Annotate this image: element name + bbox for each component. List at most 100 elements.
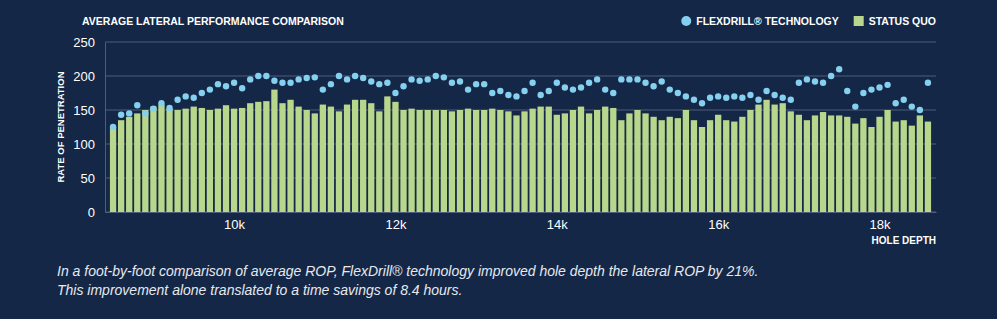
grid-line	[105, 42, 936, 43]
legend-swatch	[854, 16, 864, 26]
x-tick: 16k	[708, 212, 729, 232]
point	[763, 88, 769, 94]
point	[223, 83, 229, 89]
point	[699, 100, 705, 106]
point	[562, 84, 568, 90]
point	[917, 107, 923, 113]
point	[683, 93, 689, 99]
bar	[384, 96, 390, 212]
bar	[546, 107, 552, 212]
point	[513, 93, 519, 99]
bar	[513, 115, 519, 212]
bar	[134, 113, 140, 212]
point	[876, 84, 882, 90]
bar	[425, 110, 431, 212]
point	[473, 81, 479, 87]
point	[634, 76, 640, 82]
bar	[763, 100, 769, 212]
bar	[739, 117, 745, 212]
point	[755, 97, 761, 103]
point	[892, 100, 898, 106]
title: AVERAGE LATERAL PERFORMANCE COMPARISON	[82, 15, 344, 27]
point	[731, 93, 737, 99]
y-axis-title: RATE OF PENETRATION	[55, 71, 66, 182]
bar	[780, 103, 786, 212]
point	[344, 76, 350, 82]
point	[658, 78, 664, 84]
y-tick: 0	[88, 205, 105, 220]
grid-line	[105, 178, 936, 179]
point	[610, 90, 616, 96]
legend-swatch	[681, 16, 691, 26]
bar	[521, 111, 527, 212]
point	[554, 80, 560, 86]
point	[303, 75, 309, 81]
x-tick-label: 14k	[547, 217, 568, 232]
bar	[328, 107, 334, 212]
bar	[650, 117, 656, 212]
bar	[497, 110, 503, 212]
point	[199, 90, 205, 96]
bar	[683, 110, 689, 212]
bar	[174, 110, 180, 212]
bar	[893, 122, 899, 212]
bar	[788, 111, 794, 212]
bar	[368, 103, 374, 212]
bar	[231, 109, 237, 212]
point	[263, 73, 269, 79]
bar	[481, 110, 487, 212]
point	[707, 95, 713, 101]
bar	[441, 110, 447, 212]
point	[804, 76, 810, 82]
bar	[295, 107, 301, 212]
bar	[602, 107, 608, 212]
point	[295, 76, 301, 82]
bar	[771, 105, 777, 212]
bar	[191, 107, 197, 212]
point	[788, 97, 794, 103]
bar	[836, 115, 842, 212]
point	[691, 97, 697, 103]
point	[158, 100, 164, 106]
y-tick-label: 50	[81, 171, 95, 186]
bar	[901, 120, 907, 212]
point	[150, 105, 156, 111]
y-axis-line	[105, 43, 106, 213]
bar	[578, 107, 584, 212]
point	[352, 73, 358, 79]
point	[594, 76, 600, 82]
bar	[392, 102, 398, 212]
bar	[594, 110, 600, 212]
y-tick: 50	[81, 171, 105, 186]
bar	[183, 109, 189, 212]
point	[828, 73, 834, 79]
point	[909, 103, 915, 109]
plot-area	[110, 66, 931, 212]
chart: 05010015020025010k12k14k16k18kAVERAGE LA…	[0, 0, 997, 319]
point	[336, 73, 342, 79]
bar	[634, 110, 640, 212]
bar	[158, 105, 164, 212]
bar	[820, 112, 826, 212]
legend-label: STATUS QUO	[869, 15, 936, 27]
x-axis: 10k12k14k16k18k	[106, 212, 937, 232]
point	[368, 78, 374, 84]
point	[497, 88, 503, 94]
point	[231, 80, 237, 86]
bar	[642, 113, 648, 212]
point	[925, 80, 931, 86]
bar	[255, 102, 261, 212]
point	[860, 90, 866, 96]
point	[796, 80, 802, 86]
bar	[150, 107, 156, 212]
point	[134, 102, 140, 108]
bar	[239, 108, 245, 212]
bar	[166, 109, 172, 212]
bar	[707, 120, 713, 212]
x-tick-label: 10k	[224, 217, 245, 232]
bar	[667, 117, 673, 212]
point	[537, 92, 543, 98]
bar	[376, 111, 382, 212]
bar	[909, 126, 915, 212]
point	[884, 82, 890, 88]
